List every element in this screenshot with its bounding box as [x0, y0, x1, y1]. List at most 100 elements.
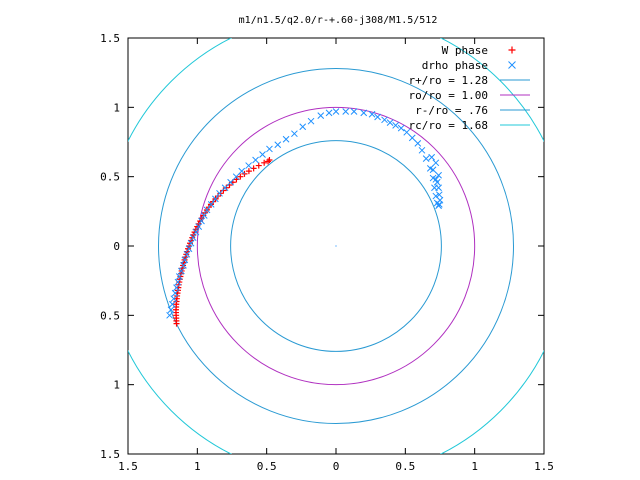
y-tick-label: 1.5 [100, 32, 120, 45]
y-tick-label: 1 [113, 101, 120, 114]
origin-dot [335, 245, 337, 247]
data-point [432, 159, 440, 167]
data-point [436, 196, 444, 204]
data-point [170, 295, 178, 303]
data-point [185, 245, 192, 252]
data-point [350, 108, 358, 115]
data-point [238, 167, 246, 175]
data-point [237, 173, 244, 180]
data-point [195, 223, 203, 230]
y-tick-label: 1.5 [100, 448, 120, 461]
x-tick-label: 1.5 [118, 460, 138, 473]
data-point [252, 156, 259, 164]
data-point [220, 187, 227, 194]
y-tick-label: 1 [113, 379, 120, 392]
data-point [381, 116, 388, 124]
circle-1 [196, 106, 476, 386]
data-point [167, 306, 175, 314]
data-point [266, 145, 273, 153]
data-point [307, 117, 315, 125]
y-tick-label: 0 [113, 240, 120, 253]
data-point [221, 184, 229, 192]
data-point [174, 278, 182, 286]
x-tick-label: 1 [471, 460, 478, 473]
data-point [317, 112, 325, 120]
data-point [212, 195, 219, 203]
legend-marker [508, 61, 516, 69]
data-point [178, 267, 185, 275]
legend-label: r-/ro = .76 [415, 104, 488, 117]
data-point [435, 184, 442, 192]
data-point [403, 128, 411, 136]
data-point [299, 123, 307, 131]
data-point [180, 262, 187, 269]
x-tick-label: 1.5 [534, 460, 554, 473]
x-tick-label: 0.5 [395, 460, 415, 473]
data-point [282, 135, 290, 143]
series-w-phase [172, 157, 273, 327]
data-point [169, 300, 176, 308]
data-point [192, 228, 200, 236]
data-point [217, 190, 224, 197]
data-point [187, 239, 195, 247]
data-point [418, 146, 426, 154]
data-point [245, 168, 252, 175]
data-point [259, 151, 266, 158]
legend: W phase drho phase r+/ro = 1.28 ro/ro = 1.0… [409, 44, 530, 132]
data-point [433, 178, 441, 186]
x-tick-label: 0 [333, 460, 340, 473]
data-point [181, 256, 189, 264]
data-point [171, 289, 179, 297]
data-point [265, 158, 272, 165]
y-tick-label: 0.5 [100, 171, 120, 184]
data-point [422, 155, 430, 162]
data-point [428, 153, 436, 161]
data-point [397, 124, 405, 132]
series-drho-phase [166, 108, 444, 319]
data-point [342, 108, 350, 115]
data-point [368, 110, 376, 118]
data-point [200, 212, 208, 219]
reference-circles [128, 38, 544, 454]
circle-0 [158, 68, 514, 424]
data-point [386, 119, 394, 126]
data-point [414, 140, 422, 147]
legend-label: ro/ro = 1.00 [409, 89, 488, 102]
data-point [435, 171, 442, 179]
data-point [175, 273, 183, 280]
data-point [374, 113, 381, 121]
legend-label: rc/ro = 1.68 [409, 119, 488, 132]
data-point [332, 108, 340, 115]
data-point [274, 141, 282, 149]
data-point [227, 178, 234, 186]
data-point [173, 284, 180, 291]
data-point [189, 234, 196, 241]
legend-label: drho phase [422, 59, 488, 72]
x-tick-label: 0.5 [257, 460, 277, 473]
data-point [429, 166, 437, 174]
data-point [186, 240, 193, 247]
data-point [198, 217, 205, 225]
legend-label: W phase [442, 44, 488, 57]
circle-2 [230, 140, 442, 352]
data-point [207, 201, 215, 208]
data-point [185, 245, 193, 253]
data-point [435, 191, 443, 199]
data-point [392, 122, 399, 129]
data-point [203, 206, 211, 214]
data-point [266, 157, 273, 164]
data-point [166, 311, 173, 319]
axis-ticks: 1.5 1 0.5 0 0.5 1 1.51.510.500.511.5 [100, 32, 554, 473]
data-points [166, 108, 444, 327]
data-point [261, 159, 268, 166]
data-point [191, 229, 198, 236]
chart-title: m1/n1.5/q2.0/r-+.60-j308/M1.5/512 [239, 15, 438, 26]
data-point [291, 130, 298, 138]
data-point [216, 189, 223, 197]
data-point [408, 134, 416, 142]
data-point [183, 250, 191, 258]
y-tick-label: 0.5 [100, 309, 120, 322]
data-point [189, 234, 197, 242]
data-point [325, 109, 333, 117]
